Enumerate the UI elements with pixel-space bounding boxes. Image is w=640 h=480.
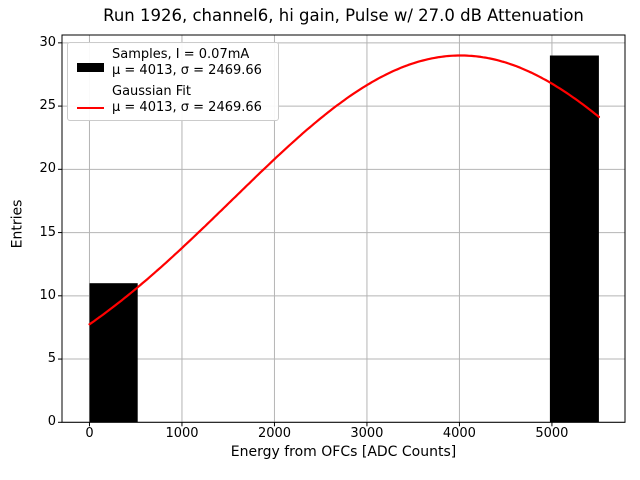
legend-gaussian-fit-stats: μ = 4013, σ = 2469.66 (112, 100, 262, 115)
y-tick-label: 25 (39, 98, 56, 114)
x-axis-label: Energy from OFCs [ADC Counts] (230, 444, 457, 460)
legend-gaussian-fit-label: Gaussian Fit (112, 84, 192, 99)
gaussian-fit-swatch (76, 106, 104, 110)
x-tick-label: 2000 (257, 426, 292, 441)
y-tick-label: 30 (39, 34, 56, 50)
histogram-bar (89, 283, 138, 423)
y-tick-label: 15 (39, 224, 56, 240)
y-tick-label: 10 (39, 287, 56, 303)
x-tick-label: 1000 (165, 426, 199, 441)
legend-samples-label: Samples, I = 0.07mA (112, 47, 250, 62)
histogram-bar (549, 55, 599, 423)
samples-swatch (76, 62, 104, 72)
x-tick-label: 0 (85, 426, 94, 441)
legend-entry-samples: Samples, I = 0.07mA μ = 4013, σ = 2469.6… (68, 47, 262, 79)
y-tick-label: 5 (47, 351, 56, 367)
axes-spines (61, 34, 626, 423)
y-tick-label: 0 (47, 414, 56, 430)
x-tick-label: 3000 (350, 426, 384, 441)
chart-title: Run 1926, channel6, hi gain, Pulse w/ 27… (103, 6, 584, 25)
legend: Samples, I = 0.07mA μ = 4013, σ = 2469.6… (67, 42, 279, 121)
y-tick-label: 20 (39, 161, 56, 177)
gaussian-fit-curve (88, 54, 601, 326)
x-tick-label: 4000 (442, 426, 476, 441)
legend-entry-gaussian-fit: Gaussian Fit μ = 4013, σ = 2469.66 (68, 84, 262, 116)
x-tick-label: 5000 (535, 426, 569, 441)
legend-samples-stats: μ = 4013, σ = 2469.66 (112, 63, 262, 78)
